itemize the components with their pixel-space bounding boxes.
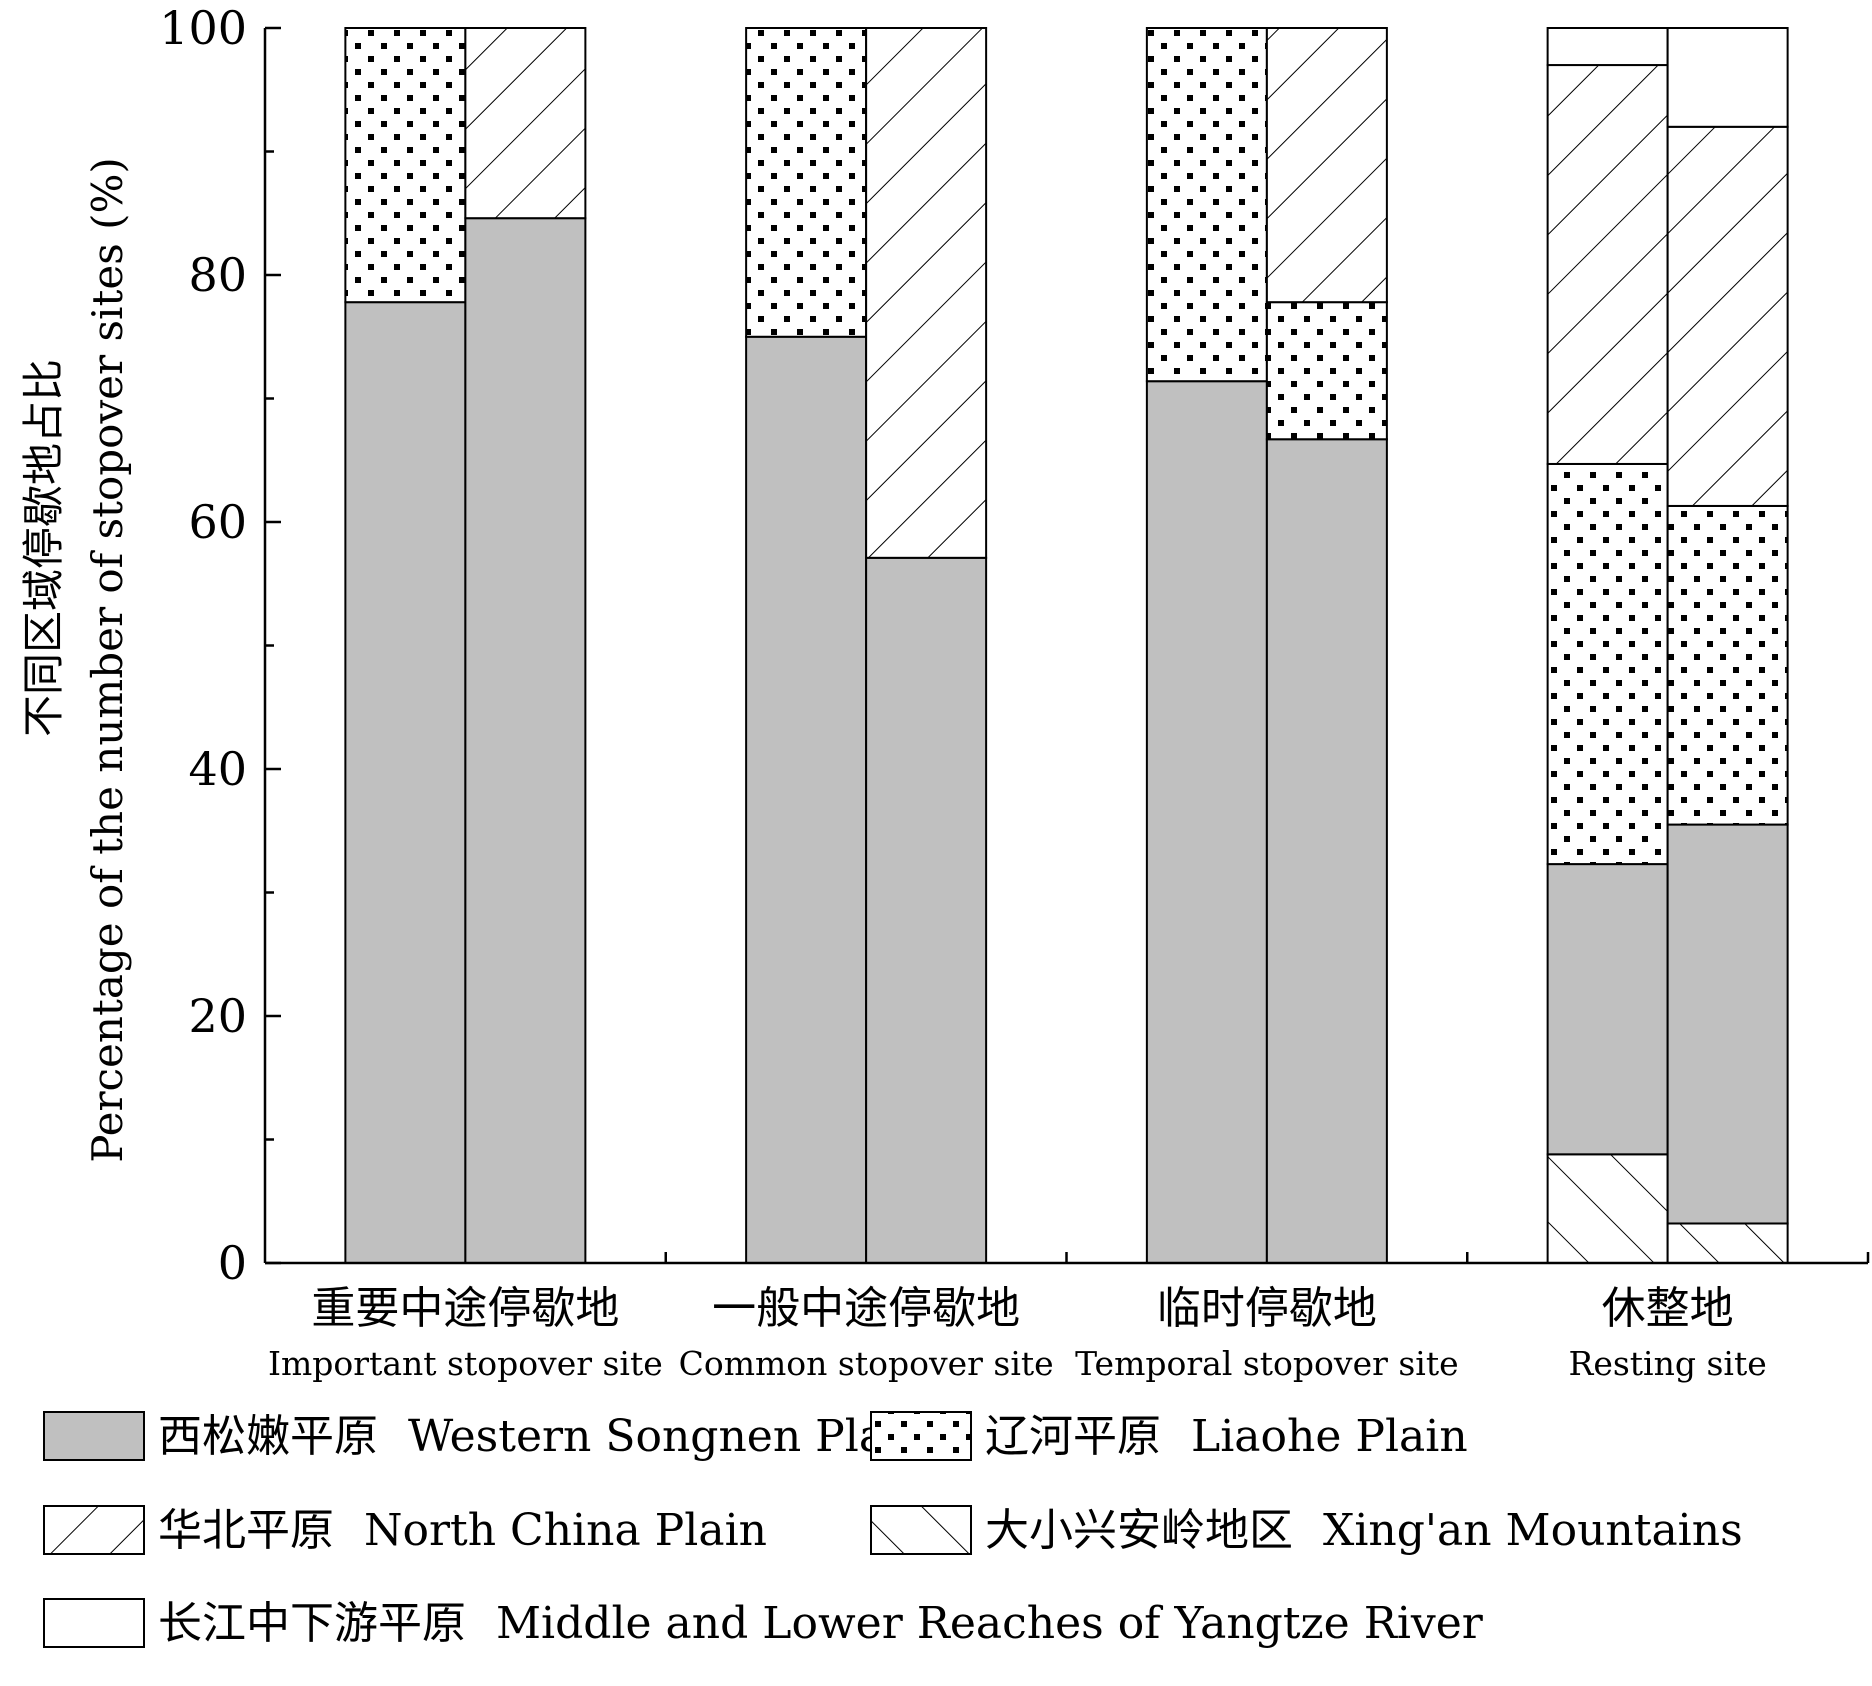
bar-segment-northchina [1546, 64, 1669, 465]
legend-swatch [43, 1411, 145, 1461]
bar-segment-northchina [464, 27, 587, 220]
x-group-label-cn: 重要中途停歇地 [311, 1283, 619, 1334]
bar-segment-songnen [745, 335, 868, 1264]
legend-swatch [43, 1598, 145, 1648]
legend-label: 西松嫩平原 Western Songnen Plain [158, 1411, 928, 1462]
bar-segment-liaohe [1265, 301, 1388, 441]
bar-3 [745, 27, 868, 1264]
legend-swatch [43, 1505, 145, 1555]
bar-segment-liaohe [1666, 504, 1789, 826]
bar-segment-songnen [344, 301, 467, 1265]
y-tick-label: 40 [188, 742, 247, 796]
x-group-label-cn: 临时停歇地 [1157, 1283, 1377, 1334]
axes-layer: 0 20 40 60 80 100 [159, 1, 1870, 1290]
legend-label: 辽河平原 Liaohe Plain [985, 1411, 1468, 1462]
bar-segment-northchina [1265, 27, 1388, 304]
legend-swatch [870, 1411, 972, 1461]
x-group-label-cn: 休整地 [1602, 1283, 1734, 1334]
bar-segment-liaohe [1145, 27, 1268, 383]
x-group-label-cn: 一般中途停歇地 [712, 1283, 1020, 1334]
bar-segment-liaohe [745, 27, 868, 338]
x-group-label-en: Temporal stopover site [1075, 1344, 1459, 1383]
legend-item-xingan: 大小兴安岭地区 Xing'an Mountains [870, 1505, 1743, 1556]
legend-label: 大小兴安岭地区 Xing'an Mountains [985, 1505, 1743, 1556]
x-group-label-en: Common stopover site [679, 1344, 1054, 1383]
bar-segment-northchina [865, 27, 988, 559]
y-tick-label: 20 [188, 989, 247, 1043]
y-axis-label-cn: 不同区域停歇地占比 [19, 359, 68, 737]
bar-segment-yangtze [1666, 27, 1789, 128]
y-tick-label: 0 [218, 1236, 247, 1290]
y-tick-label: 100 [159, 1, 247, 55]
bar-7 [1546, 27, 1669, 1264]
legend-item-liaohe: 辽河平原 Liaohe Plain [870, 1411, 1468, 1462]
bar-segment-songnen [865, 556, 988, 1264]
bar-4 [865, 27, 988, 1264]
legend-item-yangtze: 长江中下游平原 Middle and Lower Reaches of Yangt… [43, 1598, 1484, 1649]
y-axis-label-en: Percentage of the number of stopover sit… [83, 157, 132, 1163]
y-tick-label: 60 [188, 495, 247, 549]
bar-5 [1145, 27, 1268, 1264]
legend-label: 长江中下游平原 Middle and Lower Reaches of Yangt… [158, 1598, 1484, 1649]
bar-segment-liaohe [344, 27, 467, 304]
x-labels-layer: 重要中途停歇地 Important stopover site 一般中途停歇地 Com… [268, 1283, 1767, 1383]
bar-segment-songnen [1145, 380, 1268, 1264]
legend-swatch [870, 1505, 972, 1555]
x-group-label-en: Important stopover site [268, 1344, 663, 1383]
legend-label: 华北平原 North China Plain [158, 1505, 767, 1556]
bar-1 [344, 27, 467, 1265]
y-tick-label: 80 [188, 248, 247, 302]
legend: 西松嫩平原 Western Songnen Plain 辽河平原 Liaohe Pla… [43, 1411, 1743, 1649]
bar-segment-songnen [464, 217, 587, 1265]
bars-layer [344, 27, 1789, 1265]
bar-segment-yangtze [1546, 27, 1669, 67]
bar-segment-songnen [1666, 823, 1789, 1225]
bar-6 [1265, 27, 1388, 1264]
legend-item-songnen: 西松嫩平原 Western Songnen Plain [43, 1411, 928, 1462]
x-group-label-en: Resting site [1568, 1344, 1766, 1383]
bar-segment-liaohe [1546, 462, 1669, 866]
legend-item-northchina: 华北平原 North China Plain [43, 1505, 767, 1556]
bar-8 [1666, 27, 1789, 1264]
bar-segment-songnen [1265, 438, 1388, 1264]
bar-segment-songnen [1546, 863, 1669, 1156]
bar-2 [464, 27, 587, 1265]
bar-segment-northchina [1666, 125, 1789, 507]
bar-segment-xingan [1546, 1153, 1669, 1264]
bar-segment-xingan [1666, 1222, 1789, 1264]
